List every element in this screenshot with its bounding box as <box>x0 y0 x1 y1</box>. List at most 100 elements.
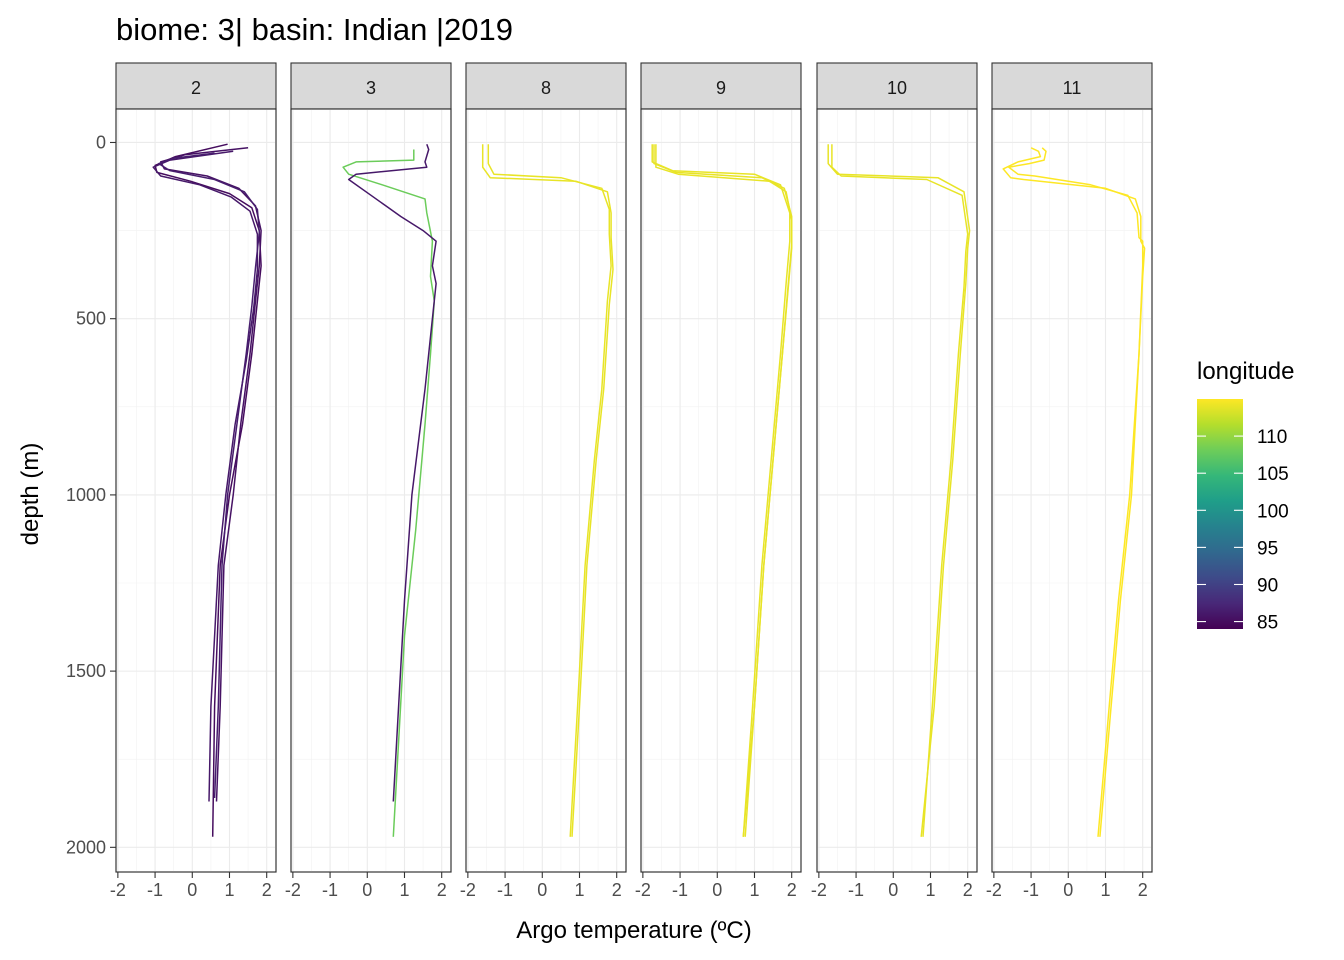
profile-line <box>1002 147 1146 837</box>
panel-background <box>816 108 978 873</box>
panel-border <box>115 108 277 873</box>
panel-background <box>465 108 627 873</box>
colorbar-tick-label: 110 <box>1257 427 1287 448</box>
profile-line <box>347 143 437 802</box>
x-tick-label: -1 <box>672 880 688 900</box>
panel-border <box>290 108 452 873</box>
facet-strip-label: 3 <box>366 78 376 98</box>
x-tick-label: 0 <box>712 880 722 900</box>
colorbar-tick-label: 90 <box>1257 575 1278 596</box>
profile-line <box>158 152 261 799</box>
colorbar-tick-label: 100 <box>1257 501 1289 522</box>
facet-strip <box>290 62 452 110</box>
x-axis: -2 -1 0 1 2 <box>285 872 447 900</box>
profile-line <box>827 144 971 837</box>
facet-panels: 2-2 -1 0 1 23-2 -1 0 1 28-2 -1 0 1 29-2 -1 0 1 210-2 -1 0 1… <box>110 62 1153 900</box>
y-axis-title: depth (m) <box>17 443 44 546</box>
facet-panel-2: 2 -2 -1 0 1 2 <box>110 62 277 900</box>
x-tick-label: -2 <box>635 880 651 900</box>
gridlines <box>291 109 451 872</box>
x-tick-label: -1 <box>848 880 864 900</box>
colorbar <box>1197 399 1243 629</box>
y-tick-label: 1500 <box>66 661 106 681</box>
facet-panel-8: 8 -2 -1 0 1 2 <box>460 62 627 900</box>
x-tick-label: -1 <box>147 880 163 900</box>
facet-panel-9: 9 -2 -1 0 1 2 <box>635 62 802 900</box>
profile-line <box>487 144 612 837</box>
x-tick-label: 2 <box>787 880 797 900</box>
panel-border <box>465 108 627 873</box>
facet-panel-11: 11 -2 -1 0 1 2 <box>986 62 1153 900</box>
panel-border <box>640 108 802 873</box>
profile-lines <box>827 144 971 837</box>
profile-line <box>481 144 614 837</box>
colorbar-tick-label: 85 <box>1257 613 1278 634</box>
x-tick-label: 0 <box>362 880 372 900</box>
x-axis: -2 -1 0 1 2 <box>986 872 1148 900</box>
facet-strip <box>816 62 978 110</box>
legend-title: longitude <box>1197 358 1294 385</box>
x-tick-label: 2 <box>612 880 622 900</box>
gridlines <box>116 109 276 872</box>
panel-border <box>991 108 1153 873</box>
facet-strip <box>640 62 802 110</box>
panel-background <box>991 108 1153 873</box>
x-axis: -2 -1 0 1 2 <box>110 872 272 900</box>
legend: longitude 85 90 95 100 105 110 <box>1197 358 1294 634</box>
x-tick-label: 1 <box>925 880 935 900</box>
gridlines <box>641 109 801 872</box>
y-tick-label: 0 <box>96 132 106 152</box>
colorbar-ticks: 85 90 95 100 105 110 <box>1197 427 1289 634</box>
profile-lines <box>481 144 614 837</box>
profile-lines <box>342 143 437 837</box>
x-tick-label: 2 <box>262 880 272 900</box>
x-tick-label: 2 <box>437 880 447 900</box>
profile-line <box>655 144 793 837</box>
gridlines <box>466 109 626 872</box>
facet-strip <box>115 62 277 110</box>
x-tick-label: 0 <box>537 880 547 900</box>
panel-border <box>816 108 978 873</box>
profile-lines <box>152 143 262 837</box>
profile-line <box>1007 147 1144 837</box>
y-tick-label: 1000 <box>66 485 106 505</box>
panel-background <box>290 108 452 873</box>
profile-line <box>831 144 969 837</box>
chart-title: biome: 3| basin: Indian |2019 <box>116 12 513 47</box>
profile-lines <box>1002 147 1146 837</box>
profile-line <box>342 149 436 837</box>
x-tick-label: 2 <box>1138 880 1148 900</box>
gridlines <box>992 109 1152 872</box>
x-tick-label: 0 <box>1063 880 1073 900</box>
x-tick-label: -2 <box>285 880 301 900</box>
facet-strip-label: 9 <box>716 78 726 98</box>
x-tick-label: 2 <box>963 880 973 900</box>
facet-strip-label: 2 <box>191 78 201 98</box>
x-tick-label: 0 <box>888 880 898 900</box>
facet-panel-3: 3 -2 -1 0 1 2 <box>285 62 452 900</box>
x-axis: -2 -1 0 1 2 <box>635 872 797 900</box>
x-tick-label: -2 <box>811 880 827 900</box>
x-tick-label: 1 <box>574 880 584 900</box>
x-tick-label: -1 <box>497 880 513 900</box>
facet-strip-label: 11 <box>1063 78 1082 98</box>
x-tick-label: -1 <box>1023 880 1039 900</box>
panel-background <box>640 108 802 873</box>
x-tick-label: 1 <box>749 880 759 900</box>
facet-strip <box>991 62 1153 110</box>
panel-background <box>115 108 277 873</box>
facet-strip <box>465 62 627 110</box>
x-tick-label: 1 <box>399 880 409 900</box>
x-tick-label: 0 <box>187 880 197 900</box>
x-tick-label: 1 <box>1100 880 1110 900</box>
facet-strip-label: 10 <box>887 78 907 98</box>
y-tick-label: 500 <box>76 309 106 329</box>
x-tick-label: 1 <box>224 880 234 900</box>
x-axis: -2 -1 0 1 2 <box>460 872 622 900</box>
y-tick-label: 2000 <box>66 837 106 857</box>
x-tick-label: -1 <box>322 880 338 900</box>
colorbar-tick-label: 95 <box>1257 538 1278 559</box>
x-axis: -2 -1 0 1 2 <box>811 872 973 900</box>
colorbar-tick-label: 105 <box>1257 464 1289 485</box>
